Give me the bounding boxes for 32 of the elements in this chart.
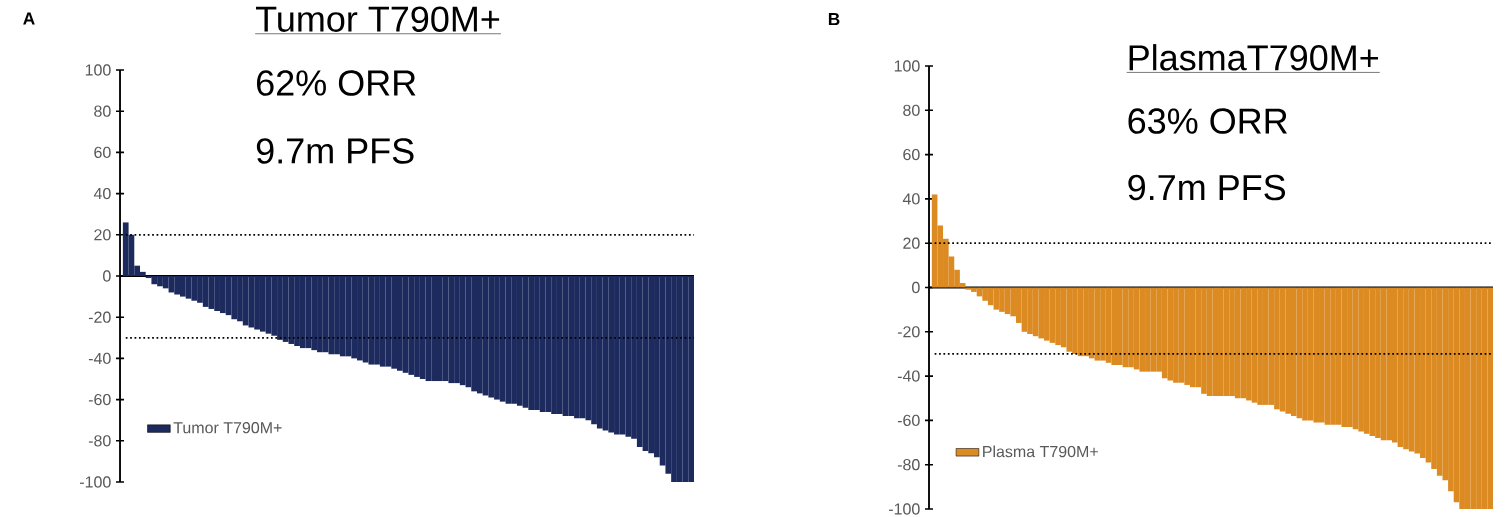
chart-title: PlasmaT790M+ [1129, 44, 1378, 71]
y-tick-label: 100 [85, 64, 111, 76]
y-tick-label: 20 [903, 237, 920, 249]
text: B [828, 13, 840, 26]
y-tick-label: -40 [897, 370, 920, 382]
y-tick-label: -100 [888, 503, 920, 515]
y-tick-label: 0 [912, 281, 920, 294]
y-tick-label: -80 [897, 459, 920, 471]
annotation: 62% ORR [256, 70, 416, 96]
y-tick-label: 80 [903, 104, 920, 116]
y-tick-label: 60 [94, 146, 111, 159]
y-tick-label: -100 [79, 476, 111, 488]
annotation: 9.7m PFS [1128, 174, 1286, 201]
text: A [23, 12, 35, 25]
y-tick-label: -60 [88, 393, 111, 406]
y-tick-label: 80 [94, 105, 111, 117]
annotation: 9.7m PFS [256, 138, 414, 164]
y-tick-label: 100 [894, 60, 920, 72]
y-tick-label: 20 [94, 229, 111, 241]
y-tick-label: 60 [903, 148, 920, 161]
y-tick-label: -60 [897, 414, 920, 427]
y-tick-label: -40 [88, 352, 111, 365]
legend-label: Plasma T790M+ [983, 445, 1098, 458]
chart-title: Tumor T790M+ [255, 6, 500, 32]
y-tick-label: -20 [88, 311, 111, 323]
annotation: 63% ORR [1128, 108, 1288, 134]
y-tick-label: -20 [897, 326, 920, 338]
y-tick-label: 40 [93, 187, 111, 200]
legend-label: Tumor T790M+ [173, 422, 282, 434]
y-tick-label: -80 [88, 435, 111, 447]
y-tick-label: 0 [103, 270, 111, 282]
y-tick-label: 40 [902, 193, 920, 205]
